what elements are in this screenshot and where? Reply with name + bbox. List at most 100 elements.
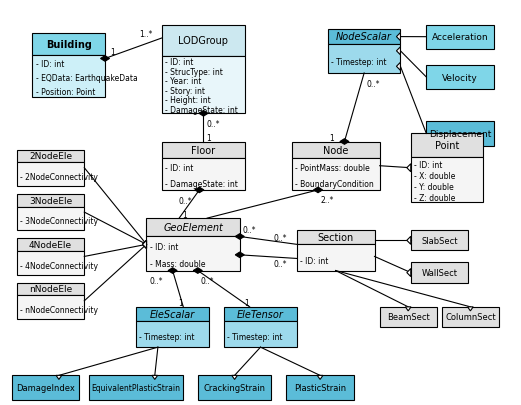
- Polygon shape: [396, 34, 401, 42]
- Text: - Position: Point: - Position: Point: [35, 88, 95, 97]
- Polygon shape: [407, 269, 411, 277]
- FancyBboxPatch shape: [287, 375, 354, 400]
- FancyBboxPatch shape: [162, 26, 245, 56]
- Text: - PointMass: double: - PointMass: double: [295, 164, 369, 173]
- FancyBboxPatch shape: [442, 307, 499, 327]
- Polygon shape: [405, 307, 411, 311]
- FancyBboxPatch shape: [411, 134, 483, 158]
- FancyBboxPatch shape: [17, 252, 84, 275]
- FancyBboxPatch shape: [292, 159, 380, 190]
- Text: 4NodeEle: 4NodeEle: [29, 241, 72, 249]
- FancyBboxPatch shape: [411, 158, 483, 202]
- Text: 2..*: 2..*: [320, 196, 334, 205]
- FancyBboxPatch shape: [224, 321, 297, 347]
- FancyBboxPatch shape: [411, 231, 468, 251]
- Text: - Story: int: - Story: int: [165, 87, 205, 96]
- Text: - 4NodeConnectivity: - 4NodeConnectivity: [20, 261, 98, 270]
- Text: - Mass: double: - Mass: double: [150, 260, 205, 269]
- Text: 2NodeEle: 2NodeEle: [29, 152, 72, 161]
- Polygon shape: [340, 139, 349, 145]
- Text: 1: 1: [206, 134, 211, 143]
- FancyBboxPatch shape: [136, 321, 209, 347]
- FancyBboxPatch shape: [224, 307, 297, 321]
- FancyBboxPatch shape: [32, 56, 105, 98]
- Text: 0..*: 0..*: [367, 80, 380, 89]
- Polygon shape: [317, 375, 323, 379]
- FancyBboxPatch shape: [380, 307, 437, 327]
- Polygon shape: [168, 268, 177, 274]
- Text: Node: Node: [323, 146, 349, 156]
- Text: EquivalentPlasticStrain: EquivalentPlasticStrain: [92, 383, 181, 392]
- Text: 1: 1: [244, 298, 249, 307]
- Polygon shape: [235, 234, 244, 240]
- Text: 1: 1: [110, 48, 115, 57]
- Text: 0..*: 0..*: [206, 120, 219, 129]
- Text: - 3NodeConnectivity: - 3NodeConnectivity: [20, 217, 98, 226]
- Text: - nNodeConnectivity: - nNodeConnectivity: [20, 305, 98, 314]
- Text: 1: 1: [178, 298, 183, 307]
- FancyBboxPatch shape: [292, 142, 380, 159]
- Text: - BoundaryCondition: - BoundaryCondition: [295, 180, 374, 189]
- FancyBboxPatch shape: [90, 375, 183, 400]
- FancyBboxPatch shape: [17, 194, 84, 207]
- Polygon shape: [232, 375, 238, 379]
- FancyBboxPatch shape: [162, 56, 245, 114]
- FancyBboxPatch shape: [297, 231, 375, 245]
- Text: - 2NodeConnectivity: - 2NodeConnectivity: [20, 173, 98, 181]
- FancyBboxPatch shape: [162, 142, 245, 159]
- Text: 0..*: 0..*: [201, 276, 214, 285]
- Text: - Timestep: int: - Timestep: int: [227, 333, 283, 341]
- FancyBboxPatch shape: [426, 26, 494, 50]
- Polygon shape: [396, 48, 401, 55]
- Text: SlabSect: SlabSect: [421, 236, 457, 245]
- Text: 0..*: 0..*: [274, 259, 287, 268]
- Text: Velocity: Velocity: [442, 73, 478, 82]
- Text: - ID: int: - ID: int: [165, 58, 193, 67]
- Polygon shape: [143, 241, 146, 249]
- Text: Section: Section: [317, 233, 354, 243]
- Text: - X: double: - X: double: [414, 171, 455, 180]
- Text: ColumnSect: ColumnSect: [445, 313, 495, 322]
- Polygon shape: [407, 237, 411, 245]
- FancyBboxPatch shape: [328, 30, 401, 45]
- Text: - Year: int: - Year: int: [165, 77, 202, 86]
- Polygon shape: [143, 241, 146, 249]
- Text: - Height: int: - Height: int: [165, 96, 211, 105]
- FancyBboxPatch shape: [12, 375, 79, 400]
- Text: WallSect: WallSect: [421, 269, 457, 277]
- Polygon shape: [235, 252, 244, 258]
- Text: DamageIndex: DamageIndex: [16, 383, 75, 392]
- Text: Displacement: Displacement: [429, 130, 491, 139]
- Text: LODGroup: LODGroup: [179, 36, 229, 46]
- FancyBboxPatch shape: [199, 375, 271, 400]
- Text: - ID: int: - ID: int: [165, 164, 193, 173]
- Polygon shape: [467, 307, 473, 311]
- Text: NodeScalar: NodeScalar: [336, 32, 392, 42]
- Text: 1: 1: [182, 210, 187, 219]
- FancyBboxPatch shape: [426, 66, 494, 90]
- Text: - ID: int: - ID: int: [150, 243, 178, 252]
- Text: 0..*: 0..*: [242, 226, 256, 235]
- Text: 0..*: 0..*: [150, 276, 163, 285]
- Text: - ID: int: - ID: int: [35, 60, 64, 69]
- Text: - Z: double: - Z: double: [414, 194, 455, 202]
- Text: 1..*: 1..*: [139, 30, 152, 39]
- FancyBboxPatch shape: [411, 263, 468, 283]
- Text: Floor: Floor: [191, 146, 216, 156]
- Polygon shape: [152, 375, 158, 379]
- FancyBboxPatch shape: [426, 122, 494, 146]
- FancyBboxPatch shape: [328, 45, 401, 74]
- Text: Acceleration: Acceleration: [432, 33, 488, 42]
- Text: 0..*: 0..*: [274, 234, 287, 243]
- Text: - DamageState: int: - DamageState: int: [165, 106, 238, 115]
- FancyBboxPatch shape: [17, 296, 84, 319]
- Text: - StrucType: int: - StrucType: int: [165, 67, 223, 76]
- FancyBboxPatch shape: [17, 283, 84, 296]
- Text: - DamageState: int: - DamageState: int: [165, 180, 238, 189]
- Polygon shape: [101, 56, 109, 62]
- Text: nNodeEle: nNodeEle: [29, 285, 72, 294]
- FancyBboxPatch shape: [17, 150, 84, 163]
- Polygon shape: [143, 241, 146, 249]
- Text: EleTensor: EleTensor: [237, 309, 284, 319]
- Text: - EQData: EarthquakeData: - EQData: EarthquakeData: [35, 74, 138, 83]
